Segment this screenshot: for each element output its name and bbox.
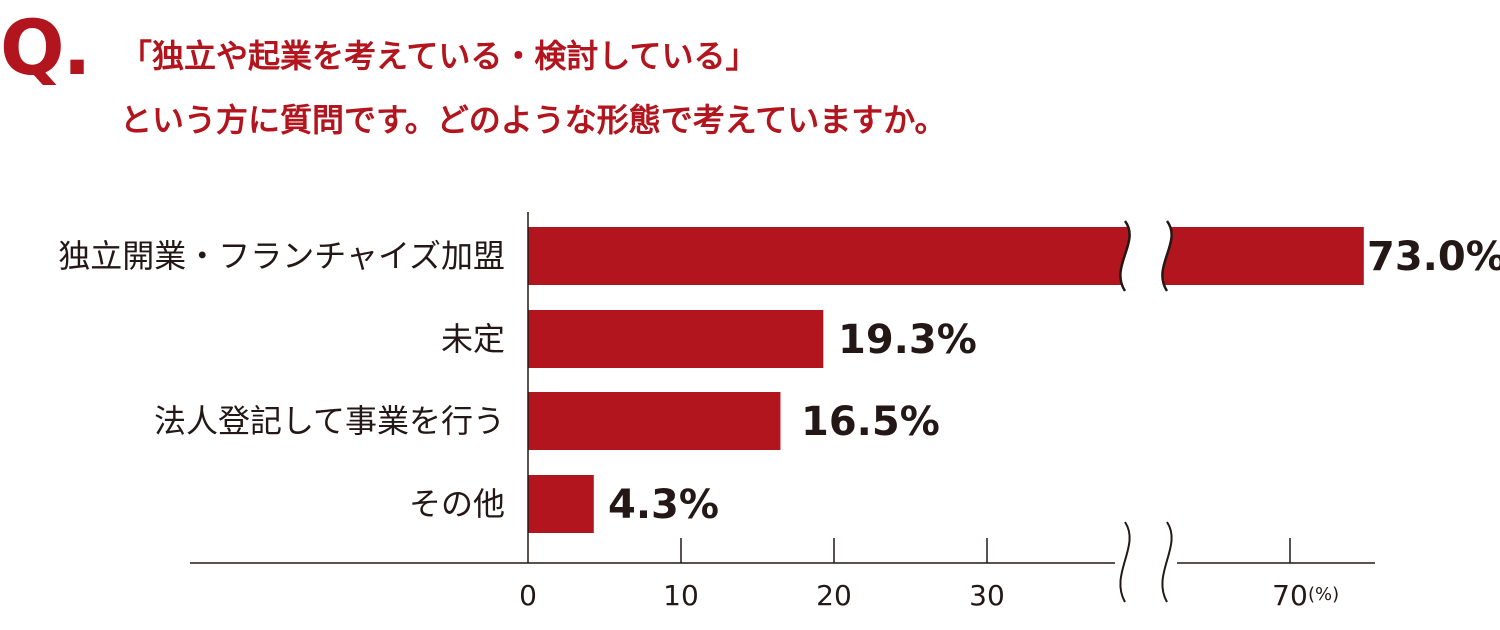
labels-layer: 0 10 20 30 70 (%) 独立開業・フランチャイズ加盟未定法人登記して事業を行うそ… [58, 234, 1500, 612]
value-label: 16.5% [801, 399, 940, 445]
x-tick-label: 20 [816, 579, 852, 612]
bar [528, 392, 781, 450]
bar-break-gap [1120, 221, 1172, 291]
category-label: その他 [409, 485, 505, 523]
bar-segment-left [528, 227, 1133, 285]
category-label: 未定 [441, 320, 505, 358]
x-axis-unit-label: (%) [1308, 584, 1339, 605]
axis-break-curve-left [1119, 521, 1131, 603]
bar-break-curve-right [1161, 220, 1173, 292]
x-tick-label: 30 [969, 579, 1005, 612]
value-label: 73.0% [1367, 234, 1500, 280]
value-label: 19.3% [838, 317, 977, 363]
bars-layer [528, 227, 1364, 533]
category-label: 独立開業・フランチャイズ加盟 [58, 237, 505, 275]
x-tick-label: 70 [1272, 579, 1308, 612]
axis-break-layer [1119, 220, 1173, 603]
value-label: 4.3% [608, 482, 719, 528]
axis-layer [190, 212, 1375, 564]
bar [528, 475, 594, 533]
category-label: 法人登記して事業を行う [154, 402, 505, 440]
bar-break-curve-left [1119, 220, 1131, 292]
question-mark: Q. [0, 3, 91, 92]
bar [528, 310, 824, 368]
question-line-1: 「独立や起業を考えている・検討している」 [120, 37, 758, 75]
bar-segment-right [1163, 227, 1364, 285]
axis-break-curve-right [1161, 521, 1173, 603]
x-tick-label: 0 [519, 579, 537, 612]
x-tick-label: 10 [663, 579, 699, 612]
question-line-2: という方に質問です。どのような形態で考えていますか。 [120, 101, 947, 139]
